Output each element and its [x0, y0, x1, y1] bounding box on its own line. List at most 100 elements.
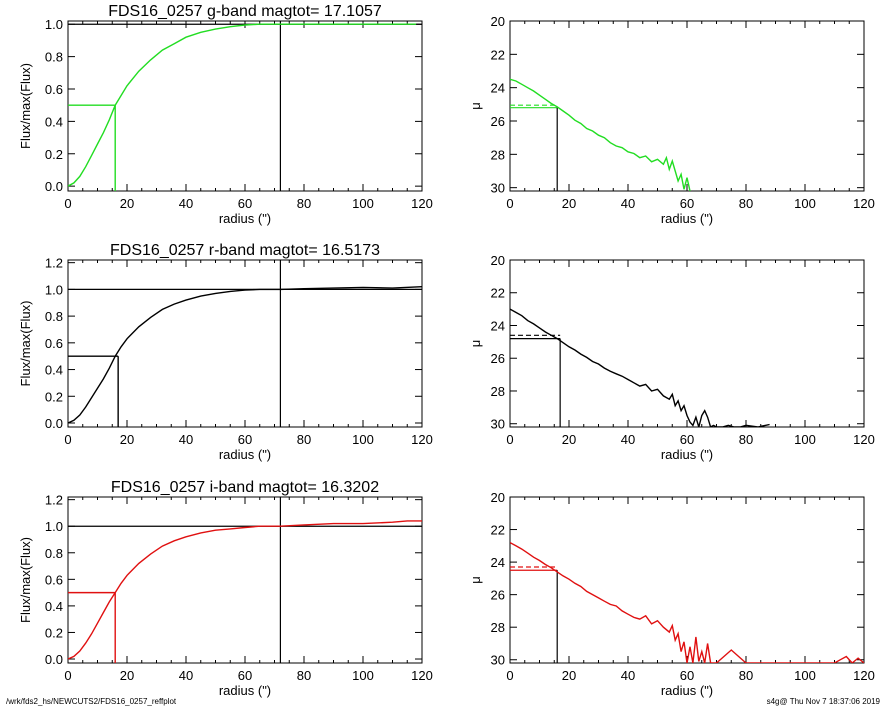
y-tick-label: 0.4: [45, 363, 63, 378]
plot-area: [68, 497, 422, 663]
plot-frame: [67, 20, 423, 192]
data-curve: [510, 541, 864, 663]
x-axis-label: radius ("): [219, 447, 271, 462]
chart-title: FDS16_0257 g-band magtot= 17.1057: [108, 3, 382, 20]
x-tick-label: 40: [179, 668, 193, 683]
y-tick-label: 22: [491, 286, 505, 301]
x-tick-label: 120: [411, 668, 433, 683]
y-tick-label: 20: [491, 14, 505, 29]
footer-path: /wrk/fds2_hs/NEWCUTS2/FDS16_0257_reffplo…: [6, 697, 177, 706]
y-tick-label: 24: [491, 81, 505, 96]
x-tick-label: 100: [794, 432, 816, 447]
x-axis-label: radius ("): [219, 683, 271, 698]
x-axis-label: radius ("): [661, 447, 713, 462]
x-tick-label: 40: [621, 196, 635, 211]
plot-area: [510, 308, 770, 427]
y-tick-label: 0.0: [45, 179, 63, 194]
x-tick-label: 80: [739, 432, 753, 447]
x-tick-label: 80: [739, 196, 753, 211]
x-axis-label: radius ("): [661, 211, 713, 226]
y-tick-label: 0.8: [45, 50, 63, 65]
plot-frame: [509, 496, 865, 664]
x-tick-label: 60: [238, 668, 252, 683]
x-tick-label: 40: [621, 668, 635, 683]
chart-title: FDS16_0257 r-band magtot= 16.5173: [110, 242, 380, 259]
y-tick-label: 30: [491, 653, 505, 668]
x-tick-label: 100: [352, 668, 374, 683]
x-tick-label: 120: [411, 196, 433, 211]
y-tick-label: 28: [491, 147, 505, 162]
y-tick-label: 0.0: [45, 652, 63, 667]
data-curve: [68, 286, 422, 424]
x-tick-label: 40: [179, 196, 193, 211]
x-tick-label: 80: [297, 432, 311, 447]
plot-area: [68, 260, 422, 427]
panel-i-profile: 0 20 40 60 80 100 120 20 22 24 26 28 30 radius (") μ: [468, 490, 875, 698]
y-tick-label: 1.0: [45, 282, 63, 297]
x-tick-label: 120: [853, 668, 875, 683]
plot-frame: [509, 20, 865, 192]
x-tick-label: 0: [64, 196, 71, 211]
y-tick-label: 24: [491, 318, 505, 333]
y-tick-label: 22: [491, 523, 505, 538]
y-tick-label: 0.6: [45, 336, 63, 351]
panel-g-growth: 0 20 40 60 80 100 120 0.0 0.2 0.4 0.6 0.8 1.0 radius …: [18, 3, 433, 226]
panel-i-growth: 0 20 40 60 80 100 120 0.0 0.2 0.4 0.6 0.8 1.0 1.2 radi…: [18, 479, 433, 698]
x-tick-label: 120: [853, 196, 875, 211]
y-tick-label: 0.4: [45, 599, 63, 614]
y-tick-label: 1.0: [45, 519, 63, 534]
x-tick-label: 0: [64, 668, 71, 683]
y-tick-label: 20: [491, 490, 505, 505]
x-tick-label: 40: [621, 432, 635, 447]
panel-r-growth: 0 20 40 60 80 100 120 0.0 0.2 0.4 0.6 0.8 1.0 1.2 radi…: [18, 242, 433, 462]
panel-g-profile: 0 20 40 60 80 100 120 20 22 24 26 28 30 radius (") μ: [468, 14, 875, 226]
y-tick-label: 0.8: [45, 546, 63, 561]
x-tick-label: 20: [562, 196, 576, 211]
x-tick-label: 60: [238, 432, 252, 447]
y-tick-label: 0.0: [45, 416, 63, 431]
data-curve: [510, 308, 770, 427]
y-tick-label: 22: [491, 47, 505, 62]
x-tick-label: 0: [506, 196, 513, 211]
y-tick-label: 0.2: [45, 625, 63, 640]
y-tick-label: 1.2: [45, 256, 63, 271]
x-tick-label: 100: [794, 196, 816, 211]
y-axis-label: Flux/max(Flux): [18, 63, 33, 149]
y-tick-label: 0.2: [45, 147, 63, 162]
x-tick-label: 60: [238, 196, 252, 211]
x-tick-label: 100: [352, 432, 374, 447]
y-tick-label: 0.8: [45, 309, 63, 324]
x-tick-label: 20: [562, 668, 576, 683]
x-tick-label: 80: [297, 196, 311, 211]
data-curve: [510, 78, 691, 191]
y-axis-label: μ: [468, 102, 483, 110]
x-tick-label: 0: [64, 432, 71, 447]
x-tick-label: 60: [680, 668, 694, 683]
y-tick-label: 28: [491, 620, 505, 635]
y-axis-label: μ: [468, 340, 483, 348]
y-tick-label: 30: [491, 417, 505, 432]
x-tick-label: 0: [506, 432, 513, 447]
y-tick-label: 30: [491, 181, 505, 196]
x-tick-label: 20: [120, 432, 134, 447]
x-tick-label: 0: [506, 668, 513, 683]
x-axis-label: radius ("): [219, 211, 271, 226]
y-tick-label: 1.0: [45, 17, 63, 32]
y-tick-label: 0.4: [45, 114, 63, 129]
x-axis-label: radius ("): [661, 683, 713, 698]
y-tick-label: 24: [491, 555, 505, 570]
y-tick-label: 1.2: [45, 493, 63, 508]
x-tick-label: 20: [120, 668, 134, 683]
y-tick-label: 26: [491, 588, 505, 603]
plot-area: [510, 541, 864, 663]
x-tick-label: 60: [680, 196, 694, 211]
data-curve: [68, 23, 417, 187]
plot-frame: [67, 496, 423, 664]
y-tick-label: 26: [491, 114, 505, 129]
x-tick-label: 80: [739, 668, 753, 683]
x-tick-label: 120: [853, 432, 875, 447]
panel-r-profile: 0 20 40 60 80 100 120 20 22 24 26 28 30 radius (") μ: [468, 253, 875, 462]
x-tick-label: 40: [179, 432, 193, 447]
x-tick-label: 20: [562, 432, 576, 447]
